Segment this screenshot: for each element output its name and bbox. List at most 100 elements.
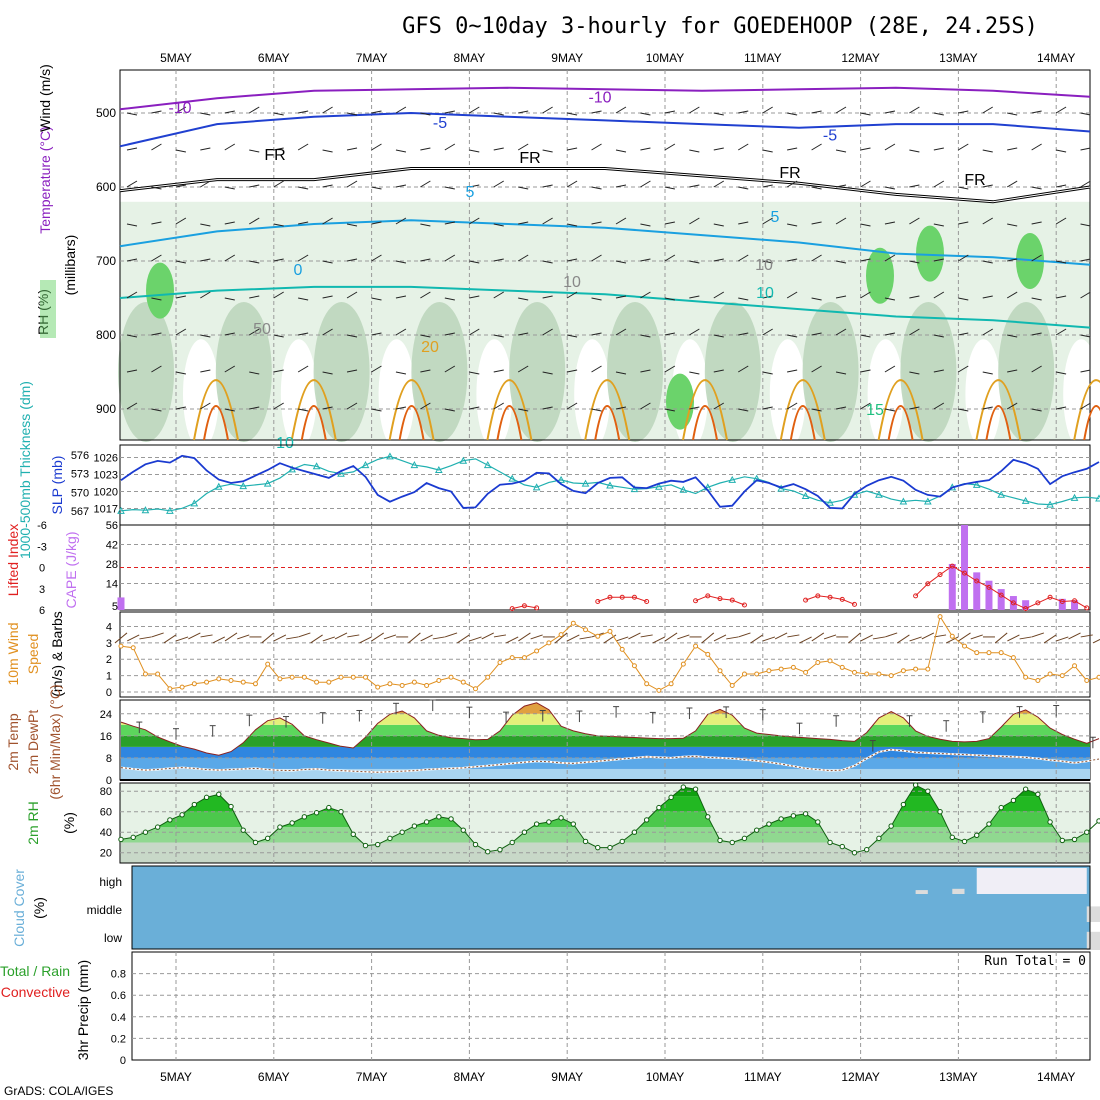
wind-barb-10m — [628, 632, 641, 640]
wind-barb — [860, 334, 871, 338]
wind-barb-10m — [371, 632, 384, 642]
wind-speed-marker — [986, 650, 992, 656]
wind-barb — [909, 106, 920, 114]
wind-barb — [835, 371, 847, 375]
wind-speed-marker — [387, 681, 393, 687]
wind-barb — [958, 365, 969, 373]
wind-barb — [909, 328, 920, 336]
precip-axis-label: 3hr Precip (mm) — [75, 960, 91, 1060]
isotherm-20 — [584, 379, 631, 441]
wind-barb-10m — [726, 636, 739, 640]
temp-band — [120, 735, 1090, 747]
contour-label: -10 — [168, 100, 191, 117]
wind-barb — [713, 258, 724, 262]
wind-barb — [566, 334, 578, 338]
wind-speed-marker — [314, 679, 320, 685]
wind-speed-marker — [289, 674, 295, 680]
wind-barb — [493, 147, 504, 151]
thickness-marker — [508, 474, 517, 482]
wind-barb-10m — [322, 636, 335, 642]
top-day-label: 13MAY — [939, 51, 977, 65]
wind-barb-10m — [126, 634, 140, 642]
wind-barb — [664, 143, 676, 151]
rh-legend-swatch — [40, 280, 56, 338]
dewpt-line-halo — [120, 748, 1100, 774]
cloud-row-label: high — [99, 875, 122, 889]
wind-barb — [762, 217, 773, 225]
wind-axis-label-3: (m/s) & Barbs — [49, 611, 65, 697]
wind-barb — [542, 406, 553, 410]
wind-speed-marker — [155, 671, 161, 677]
wind-barb — [835, 328, 847, 336]
wind-barb — [762, 184, 773, 188]
rh-marker — [876, 835, 882, 842]
wind-barb — [518, 186, 529, 190]
wind-barb — [420, 291, 431, 299]
rh-marker — [1071, 836, 1078, 843]
wind-barb-10m — [909, 636, 922, 642]
wind-axis-label-2: Speed — [25, 634, 41, 674]
wind-speed-marker — [778, 666, 784, 672]
li-y-tick: 3 — [39, 584, 45, 596]
wind-barb-10m — [1019, 636, 1032, 640]
wind-barb — [175, 184, 186, 188]
wind-speed-marker — [411, 679, 417, 685]
li-y-tick: -3 — [37, 541, 47, 553]
wind-barb — [371, 221, 382, 225]
rh-marker — [986, 821, 992, 827]
contour-label: 0 — [294, 262, 303, 279]
wind-barb — [346, 291, 358, 299]
wind-speed-marker — [118, 643, 124, 649]
wind-barb — [1055, 106, 1067, 114]
temp-y-tick: 16 — [100, 731, 112, 743]
wind-barb — [200, 291, 211, 299]
wind-barb — [738, 221, 749, 225]
wind-barb — [811, 221, 822, 225]
wind-barb — [469, 217, 480, 225]
wind-barb — [420, 369, 431, 373]
wind-barb-10m — [200, 634, 213, 638]
wind-speed-marker — [424, 682, 430, 688]
wind-barb — [542, 371, 553, 375]
wind-barb — [860, 369, 871, 373]
wind-barb — [493, 291, 504, 299]
wind-speed-marker — [326, 679, 332, 685]
wind-barb — [200, 223, 211, 227]
wind-barb-10m — [1092, 638, 1100, 644]
rh-dry-core — [476, 339, 513, 450]
wind-barb — [786, 180, 798, 188]
wind-barb — [126, 258, 138, 262]
wind-speed-marker — [1096, 674, 1100, 680]
wind-barb — [517, 365, 529, 373]
wind-barb — [542, 184, 553, 188]
cape-y-tick: 42 — [106, 540, 118, 552]
wind-barb — [591, 110, 602, 114]
temp-y-tick: 0 — [106, 775, 112, 787]
wind-speed-marker — [729, 682, 735, 688]
rh-marker — [766, 821, 772, 827]
wind-barb — [175, 371, 186, 375]
thickness-marker — [263, 479, 272, 487]
contour-label: 50 — [253, 321, 271, 338]
wind-barb — [640, 180, 651, 188]
wind-barb — [860, 258, 871, 262]
wind-speed-marker — [216, 676, 222, 682]
wind-barb-10m — [1068, 632, 1081, 640]
wind-barb — [811, 297, 822, 301]
wind-barb — [420, 112, 431, 116]
wind-speed-marker — [656, 687, 662, 693]
rh-marker — [387, 835, 393, 842]
wind-barb — [835, 184, 847, 188]
wind-barb — [664, 365, 676, 373]
wind-speed-marker — [534, 648, 540, 654]
rh-marker — [656, 804, 662, 811]
bottom-day-label: 14MAY — [1037, 1070, 1075, 1084]
rh-marker — [864, 846, 870, 853]
wind-barb — [493, 334, 504, 338]
wind-barb — [298, 221, 309, 225]
rh-dry-core — [965, 339, 1002, 450]
wind-barb — [958, 110, 969, 114]
wind-barb — [298, 408, 309, 412]
wind-barb — [444, 408, 455, 412]
wind-barb — [787, 112, 798, 116]
